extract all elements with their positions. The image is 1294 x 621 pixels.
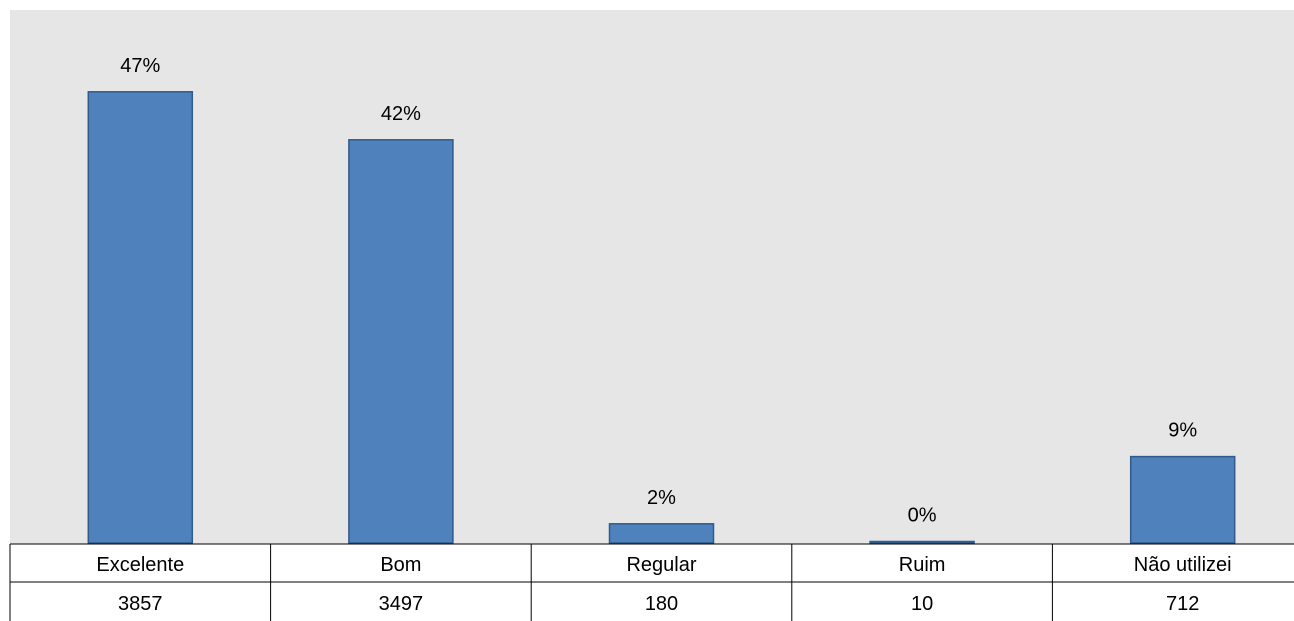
data-label-2: 2%: [647, 487, 676, 509]
count-label-0: 3857: [118, 593, 163, 615]
category-label-2: Regular: [626, 554, 696, 576]
data-label-4: 9%: [1168, 420, 1197, 442]
data-label-3: 0%: [908, 505, 937, 527]
data-table: Excelente 3857 Bom 3497 Regular 180 Ruim 10 Não …: [9, 543, 1294, 621]
category-label-1: Bom: [380, 554, 421, 576]
plot-area: [10, 10, 1294, 544]
count-label-4: 712: [1166, 593, 1199, 615]
bar-1: [348, 139, 454, 544]
bar-0: [87, 91, 194, 544]
category-label-0: Excelente: [96, 554, 184, 576]
category-label-3: Ruim: [899, 554, 946, 576]
count-label-2: 180: [645, 593, 678, 615]
bar-4: [1129, 455, 1236, 544]
data-labels-group: 47% 42% 2% 0% 9%: [120, 55, 1197, 527]
bar-3: [869, 540, 975, 544]
bar-2: [608, 523, 715, 544]
bars-group: [87, 91, 1236, 544]
count-label-1: 3497: [379, 593, 424, 615]
count-label-3: 10: [911, 593, 933, 615]
data-label-0: 47%: [120, 55, 160, 77]
data-label-1: 42%: [381, 103, 421, 125]
category-label-4: Não utilizei: [1134, 554, 1232, 576]
